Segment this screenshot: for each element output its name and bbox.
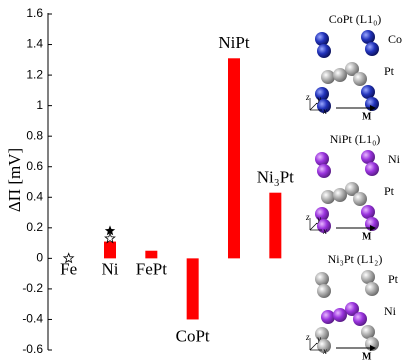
y-tick-label: 1 [36, 98, 43, 112]
atom [317, 44, 331, 58]
axis-z: z [305, 92, 310, 102]
atom [321, 190, 335, 204]
atom [321, 310, 335, 324]
atom [317, 339, 331, 353]
m-label: M [362, 231, 372, 242]
y-tick-label: 0.6 [26, 159, 43, 173]
atom [317, 99, 331, 113]
m-label: M [362, 351, 372, 362]
atom [365, 162, 379, 176]
bar [269, 192, 282, 259]
bar [228, 58, 240, 259]
atom [361, 325, 375, 339]
x-tick-label: Ni₃Pt [257, 168, 294, 187]
open-star [62, 252, 75, 264]
y-tick-label: 1.2 [26, 67, 43, 81]
y-tick-label: 0.2 [26, 220, 43, 234]
atom [361, 270, 375, 284]
x-tick-label: NiPt [218, 33, 249, 52]
atom-label: Ni [388, 152, 401, 166]
bar [186, 258, 199, 320]
atom [333, 68, 347, 82]
atom [315, 87, 329, 101]
x-tick-label: CoPt [176, 326, 210, 345]
atom [353, 312, 367, 326]
atom [315, 272, 329, 286]
bar [145, 250, 158, 259]
atom [353, 72, 367, 86]
axis-x: x [322, 106, 327, 116]
bar [104, 241, 116, 259]
axis-y: y [316, 214, 321, 224]
atom [315, 327, 329, 341]
atom [365, 42, 379, 56]
atom [365, 282, 379, 296]
y-tick-label: 0.4 [26, 189, 43, 203]
axis-x: x [322, 346, 327, 356]
axis-z: z [305, 332, 310, 342]
atom [361, 205, 375, 219]
atom [333, 188, 347, 202]
atom [315, 207, 329, 221]
y-tick-label: 1.6 [26, 6, 43, 20]
axis-z: z [305, 212, 310, 222]
atom [361, 30, 375, 44]
atom-label: Co [388, 32, 402, 46]
filled-star [104, 225, 116, 236]
open-star [104, 232, 116, 244]
atom [317, 284, 331, 298]
atom [345, 182, 359, 196]
structure-title: NiPt (L1₀) [330, 132, 381, 146]
m-arrowhead [370, 105, 376, 111]
atom [353, 192, 367, 206]
atom-label: Ni [384, 304, 397, 318]
structure-title: Ni₃Pt (L1₂) [328, 252, 383, 266]
atom [333, 308, 347, 322]
y-tick-label: 0.8 [26, 128, 43, 142]
atom [361, 150, 375, 164]
y-tick-label: -0.6 [22, 342, 43, 356]
atom [321, 70, 335, 84]
atom-label: Pt [384, 184, 395, 198]
atom [317, 219, 331, 233]
atom [345, 302, 359, 316]
y-tick-label: 1.4 [26, 37, 43, 51]
axis-y: y [316, 94, 321, 104]
x-tick-label: Ni [102, 259, 119, 278]
y-tick-label: -0.2 [22, 281, 43, 295]
axis-y: y [316, 334, 321, 344]
axis-arrow [309, 222, 318, 231]
x-tick-label: FePt [136, 259, 167, 278]
axis-arrow [309, 342, 318, 351]
y-axis-label: ΔΠ [mV] [5, 148, 24, 212]
axis-arrow [309, 102, 318, 111]
x-tick-label: Fe [60, 259, 77, 278]
y-tick-label: -0.4 [22, 312, 43, 326]
m-label: M [362, 111, 372, 122]
atom [317, 164, 331, 178]
structure-title: CoPt (L1₀) [329, 12, 382, 26]
atom [315, 32, 329, 46]
atom-label: Pt [388, 272, 399, 286]
atom [315, 152, 329, 166]
axis-x: x [322, 226, 327, 236]
m-arrowhead [370, 345, 376, 351]
m-arrowhead [370, 225, 376, 231]
atom [361, 85, 375, 99]
y-tick-label: 0 [36, 251, 43, 265]
atom [345, 62, 359, 76]
atom-label: Pt [384, 64, 395, 78]
